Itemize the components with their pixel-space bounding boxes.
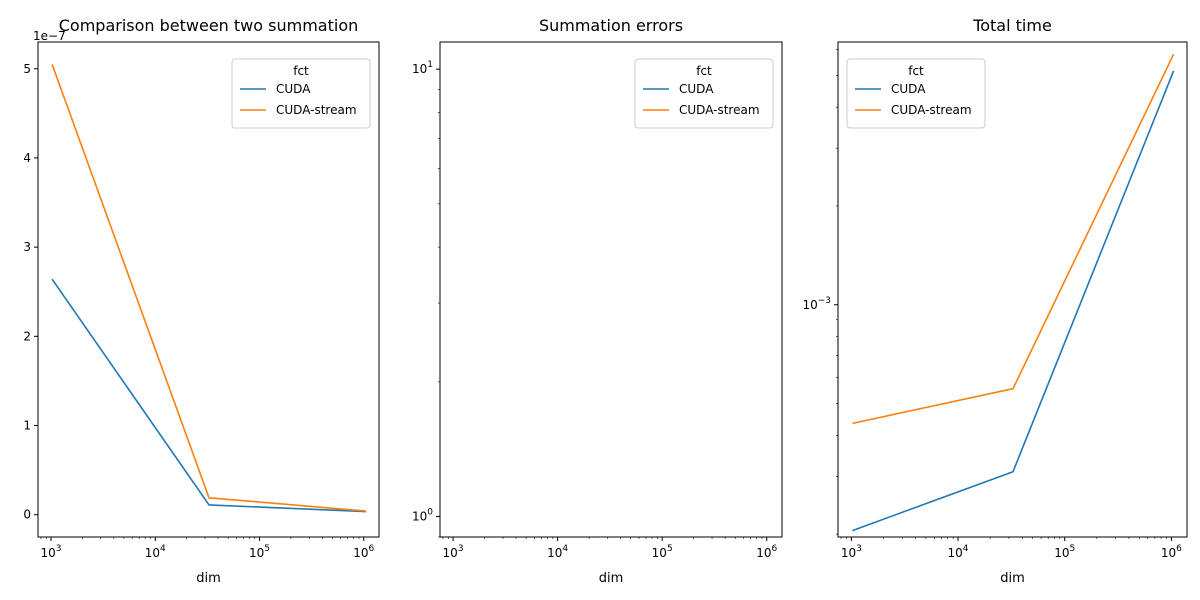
- x-tick-label: 104: [547, 544, 568, 560]
- axes-frame: [837, 41, 1188, 538]
- legend-box: [231, 58, 371, 129]
- x-axis-label: dim: [1000, 571, 1025, 586]
- y-tick-label: 4: [23, 151, 31, 165]
- x-tick-label: 103: [41, 544, 62, 560]
- legend: fct CUDA CUDA-stream: [231, 58, 371, 129]
- y-tick-label: 0: [23, 508, 31, 522]
- y-tick-label: 1: [23, 419, 31, 433]
- x-tick-label: 105: [249, 544, 270, 560]
- x-axis-label: dim: [196, 571, 221, 586]
- y-tick-label: 5: [23, 62, 31, 76]
- x-tick-label: 103: [443, 544, 464, 560]
- x-axis-label: dim: [599, 571, 624, 586]
- legend-box: [846, 58, 986, 129]
- axes-frame: [439, 41, 783, 538]
- chart-title: Comparison between two summation: [59, 16, 359, 35]
- legend-label: CUDA: [679, 82, 714, 96]
- y-tick-label: 100: [412, 508, 433, 524]
- legend: fct CUDA CUDA-stream: [634, 58, 774, 129]
- x-tick-label: 106: [1161, 544, 1182, 560]
- chart-panel-2: Summation errors 103 104 105 106 dim 100 101 fct…: [412, 16, 783, 586]
- y-tick-label: 101: [412, 60, 433, 76]
- legend-label: CUDA-stream: [276, 103, 357, 117]
- chart-title: Total time: [972, 16, 1052, 35]
- y-tick-label: 3: [23, 240, 31, 254]
- x-tick-label: 106: [756, 544, 777, 560]
- axes-frame: [37, 41, 380, 538]
- x-tick-label: 103: [841, 544, 862, 560]
- series-line-cuda: [51, 278, 366, 513]
- legend-title: fct: [908, 64, 924, 78]
- x-tick-label: 104: [145, 544, 166, 560]
- legend-title: fct: [696, 64, 712, 78]
- x-tick-label: 104: [948, 544, 969, 560]
- x-tick-label: 106: [353, 544, 374, 560]
- chart-panel-3: Total time 103 104 105 106 dim 10−3 fct CUDA CUDA…: [802, 16, 1188, 586]
- y-tick-label: 10−3: [802, 296, 831, 312]
- legend: fct CUDA CUDA-stream: [846, 58, 986, 129]
- chart-title: Summation errors: [539, 16, 683, 35]
- legend-label: CUDA: [891, 82, 926, 96]
- y-offset-label: 1e−7: [33, 29, 66, 43]
- legend-label: CUDA-stream: [891, 103, 972, 117]
- legend-box: [634, 58, 774, 129]
- legend-label: CUDA: [276, 82, 311, 96]
- x-tick-label: 105: [652, 544, 673, 560]
- legend-label: CUDA-stream: [679, 103, 760, 117]
- series-line-cuda: [852, 70, 1175, 532]
- y-tick-label: 2: [23, 329, 31, 343]
- x-tick-label: 105: [1054, 544, 1075, 560]
- series-line-cuda-stream: [51, 64, 366, 512]
- series-line-cuda-stream: [852, 53, 1175, 425]
- legend-title: fct: [293, 64, 309, 78]
